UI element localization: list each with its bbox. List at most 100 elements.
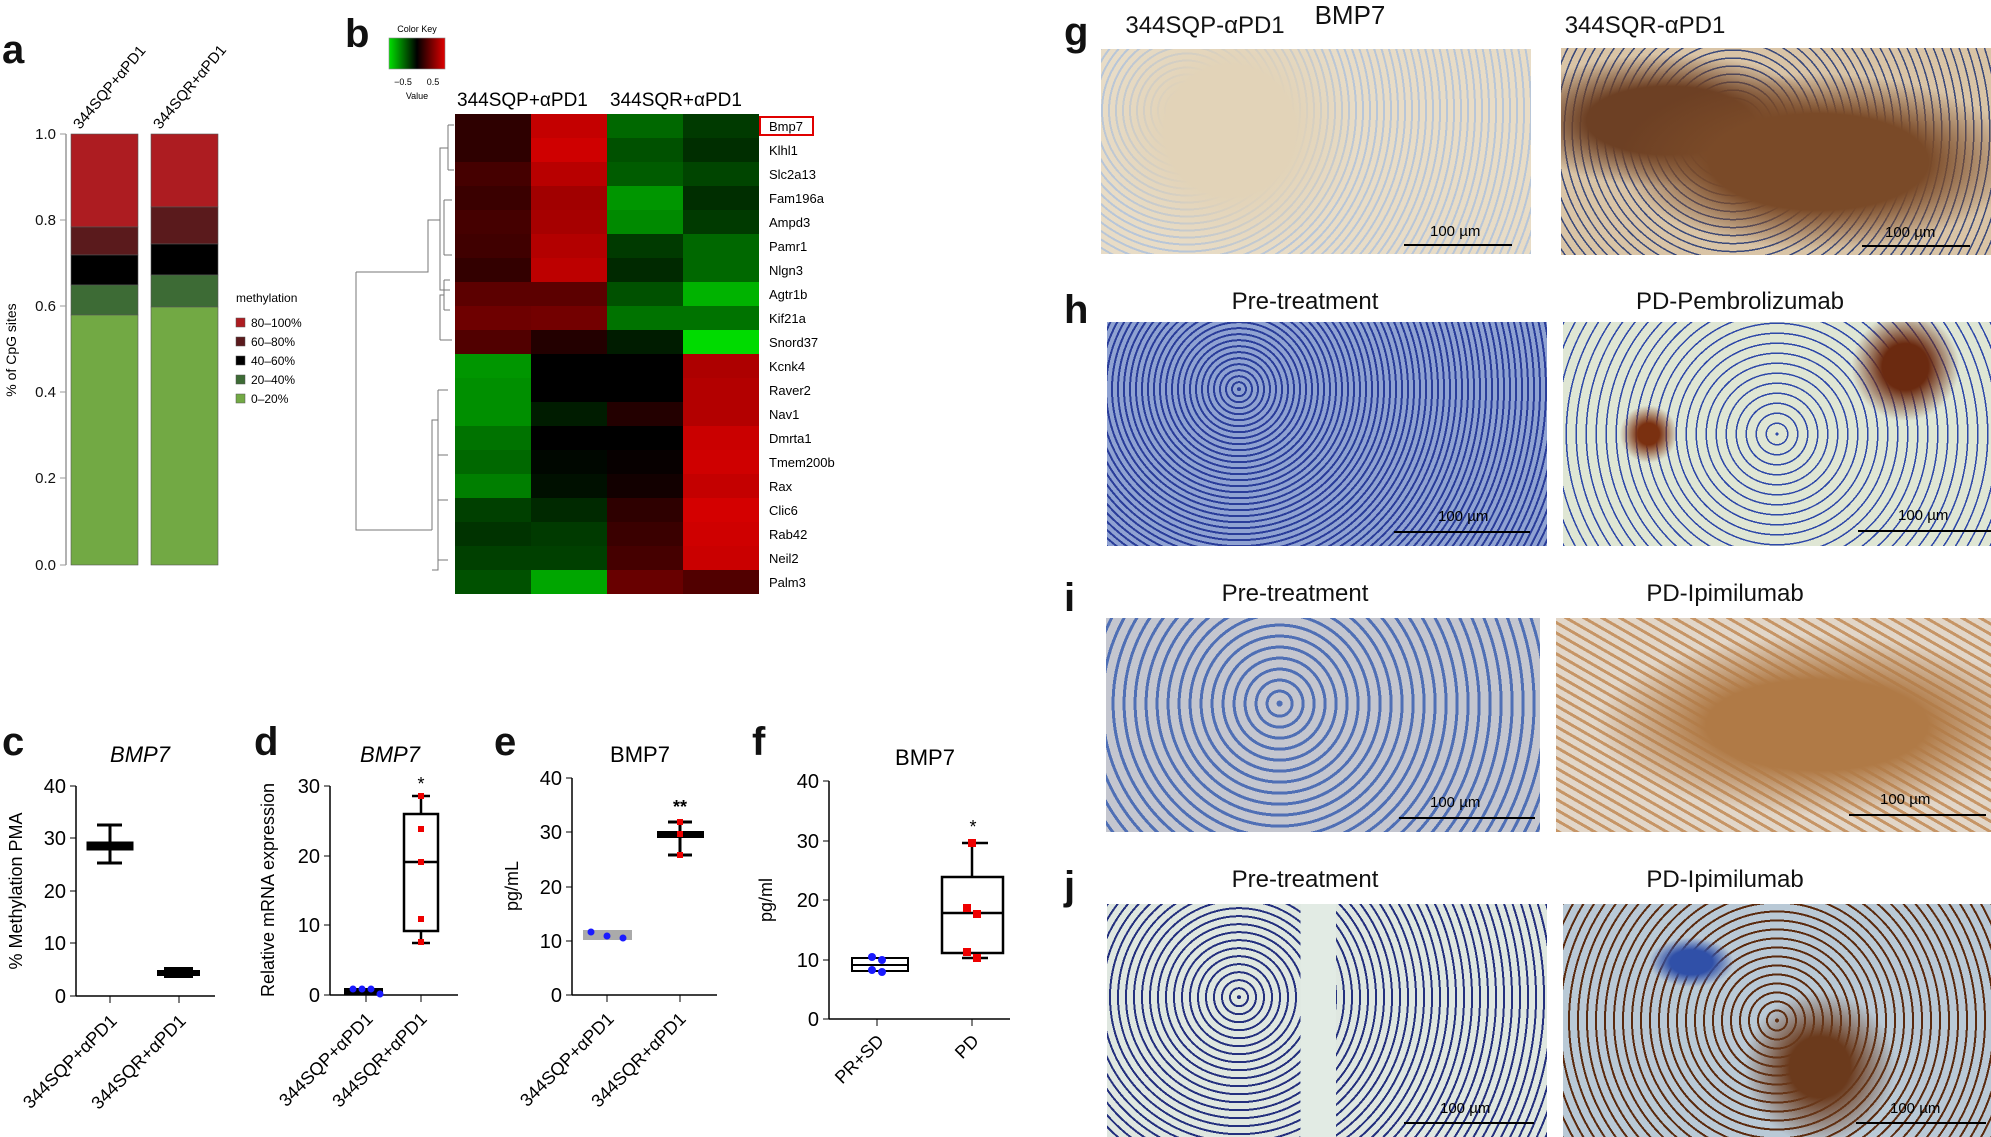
svg-text:30: 30 <box>540 822 562 844</box>
panel-label-j: j <box>1064 864 1076 908</box>
color-key-gradient <box>388 37 446 70</box>
heatmap-gene-label: Pamr1 <box>769 239 807 254</box>
heatmap-gene-label: Neil2 <box>769 551 799 566</box>
svg-text:PD: PD <box>951 1031 983 1063</box>
panel-h-right-scalebar <box>1858 530 1991 532</box>
svg-text:40: 40 <box>44 776 66 798</box>
heatmap-cell <box>683 186 759 210</box>
panel-g-left-scale-label: 100 µm <box>1430 223 1481 240</box>
svg-text:20: 20 <box>540 877 562 899</box>
heatmap-cell <box>455 402 531 426</box>
heatmap-cell <box>683 162 759 186</box>
panel-c-box-sqr <box>157 967 200 978</box>
heatmap-cell <box>683 474 759 498</box>
heatmap-cell <box>455 138 531 162</box>
panel-a-y-ticks: 1.0 0.8 0.6 0.4 0.2 0.0 <box>35 126 66 574</box>
panel-g-left-scalebar <box>1404 244 1512 246</box>
heatmap-cell <box>683 114 759 138</box>
svg-text:20–40%: 20–40% <box>251 373 295 387</box>
panel-e-box-sqp <box>583 928 632 942</box>
panel-h-left-scalebar <box>1394 531 1530 533</box>
heatmap-gene-label: Raver2 <box>769 383 811 398</box>
panel-f-chart: BMP7 40 30 20 10 0 pg/ml * PR+SD PD <box>756 745 1010 1088</box>
heatmap-gene-labels: Bmp7 Klhl1 Slc2a13 Fam196a Ampd3 Pamr1 Nlgn3 Ag… <box>769 119 835 590</box>
heatmap-cell <box>531 162 607 186</box>
panel-e-box-sqr <box>657 820 704 857</box>
heatmap-cell <box>455 378 531 402</box>
heatmap-cell <box>531 210 607 234</box>
svg-text:30: 30 <box>298 776 320 798</box>
heatmap-cell <box>531 114 607 138</box>
panel-a-bar-sqr <box>150 133 219 566</box>
heatmap-cell <box>455 570 531 594</box>
svg-text:methylation: methylation <box>236 291 297 305</box>
bmp7-highlight-box <box>759 116 814 136</box>
heatmap-cell <box>455 330 531 354</box>
heatmap-cell <box>531 234 607 258</box>
panel-j-left-scalebar <box>1404 1122 1534 1124</box>
panel-i-right-scalebar <box>1849 814 1986 816</box>
svg-text:20: 20 <box>44 881 66 903</box>
heatmap-cell <box>455 522 531 546</box>
heatmap-gene-label: Palm3 <box>769 575 806 590</box>
svg-text:0.2: 0.2 <box>35 470 56 487</box>
svg-text:0: 0 <box>55 986 66 1008</box>
panel-h-left-title: Pre-treatment <box>1231 288 1379 315</box>
heatmap-cell <box>531 498 607 522</box>
panel-h-right-scale-label: 100 µm <box>1898 507 1949 524</box>
heatmap-cell <box>455 162 531 186</box>
panel-label-c: c <box>2 720 25 764</box>
panel-g-right-micrograph <box>1561 48 1991 255</box>
panel-j-right-scale-label: 100 µm <box>1890 1100 1941 1117</box>
panel-b-heatmap: Color Key −0.5 0.5 Value 344SQP+αPD1 344… <box>355 24 835 594</box>
panel-j-left-title: Pre-treatment <box>1231 866 1379 893</box>
heatmap-cell <box>683 426 759 450</box>
heatmap-gene-label: Ampd3 <box>769 215 810 230</box>
heatmap-gene-label: Bmp7 <box>769 119 803 134</box>
heatmap-cell <box>455 426 531 450</box>
heatmap-cell <box>683 450 759 474</box>
heatmap-cell <box>683 282 759 306</box>
heatmap-cell <box>455 354 531 378</box>
heatmap-gene-label: Kif21a <box>769 311 807 326</box>
svg-text:0–20%: 0–20% <box>251 392 289 406</box>
heatmap-cell <box>531 522 607 546</box>
heatmap-cell <box>683 354 759 378</box>
panel-i-right-title: PD-Ipimilumab <box>1646 580 1804 607</box>
svg-text:20: 20 <box>298 846 320 868</box>
panel-d-chart: BMP7 30 20 10 0 Relative mRNA expression… <box>258 742 458 1112</box>
svg-text:344SQR+αPD1: 344SQR+αPD1 <box>328 1009 431 1112</box>
panel-i-left-micrograph <box>1106 618 1540 832</box>
heatmap-gene-label: Nav1 <box>769 407 799 422</box>
panel-i-left-title: Pre-treatment <box>1221 580 1369 607</box>
svg-text:10: 10 <box>540 931 562 953</box>
panel-f-box-pd <box>940 841 1005 960</box>
heatmap-gene-label: Tmem200b <box>769 455 835 470</box>
heatmap-cell <box>531 186 607 210</box>
heatmap-cell <box>683 306 759 330</box>
panel-j-right-scalebar <box>1856 1122 1986 1124</box>
heatmap-cell <box>455 114 531 138</box>
svg-text:344SQP+αPD1: 344SQP+αPD1 <box>275 1009 377 1111</box>
panel-j-right-micrograph <box>1563 904 1991 1137</box>
panel-a-y-axis-label: % of CpG sites <box>3 303 19 396</box>
color-key-title: Color Key <box>397 24 437 34</box>
heatmap-cell <box>455 234 531 258</box>
heatmap-cell <box>531 282 607 306</box>
heatmap-cell <box>607 378 683 402</box>
panel-j-right-title: PD-Ipimilumab <box>1646 866 1804 893</box>
svg-text:BMP7: BMP7 <box>360 742 421 767</box>
heatmap-cell <box>683 210 759 234</box>
heatmap-cell <box>455 186 531 210</box>
heatmap-group-sqp: 344SQP+αPD1 <box>457 90 588 111</box>
heatmap-cell <box>607 474 683 498</box>
heatmap-gene-label: Agtr1b <box>769 287 807 302</box>
heatmap-cell <box>607 522 683 546</box>
panel-label-d: d <box>254 720 279 764</box>
panel-g-header: BMP7 <box>1314 0 1386 30</box>
heatmap-cell <box>683 570 759 594</box>
svg-text:1.0: 1.0 <box>35 126 56 143</box>
heatmap-cell <box>531 450 607 474</box>
panel-h-left-scale-label: 100 µm <box>1438 508 1489 525</box>
svg-text:10: 10 <box>797 950 819 972</box>
